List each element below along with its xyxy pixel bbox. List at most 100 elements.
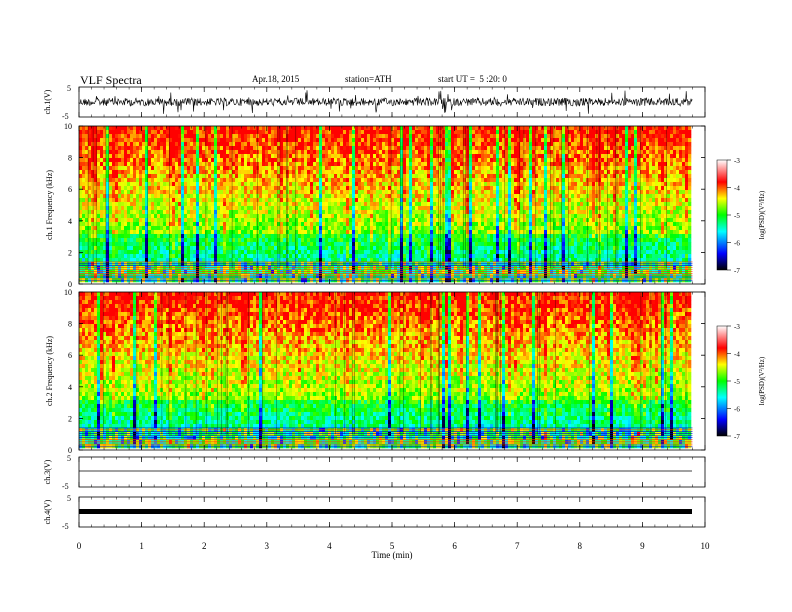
- spec-cell: [79, 246, 83, 251]
- spec-cell: [337, 150, 341, 155]
- spec-cell: [184, 242, 188, 247]
- spec-cell: [301, 270, 305, 275]
- spec-cell: [355, 262, 359, 267]
- spec-cell: [364, 246, 368, 251]
- spec-cell: [436, 158, 440, 163]
- spec-cell: [154, 274, 158, 279]
- spec-cell: [172, 250, 176, 255]
- spec-cell: [247, 162, 251, 167]
- spec-cell: [259, 226, 263, 231]
- spec-cell: [343, 170, 347, 175]
- spec-cell: [271, 130, 275, 135]
- spec-cell: [148, 158, 152, 163]
- spec-cell: [151, 154, 155, 159]
- spec-cell: [265, 154, 269, 159]
- spec-cell: [454, 258, 458, 263]
- spec-cell: [148, 234, 152, 239]
- spec-cell: [277, 210, 281, 215]
- spec-cell: [247, 238, 251, 243]
- spec-cell: [277, 158, 281, 163]
- spec-cell: [442, 226, 446, 231]
- spec-cell: [334, 262, 338, 267]
- spec-cell: [370, 254, 374, 259]
- spec-cell: [184, 246, 188, 251]
- spec-cell: [103, 198, 107, 203]
- spec-cell: [394, 206, 398, 211]
- spec-cell: [445, 166, 449, 171]
- spec-cell: [397, 138, 401, 143]
- spec-cell: [199, 142, 203, 147]
- spec-cell: [295, 234, 299, 239]
- spec-cell: [142, 262, 146, 267]
- spec-cell: [202, 218, 206, 223]
- spec-cell: [223, 182, 227, 187]
- spec-cell: [238, 238, 242, 243]
- spec-cell: [139, 150, 143, 155]
- spec-cell: [121, 258, 125, 263]
- spec-cell: [394, 222, 398, 227]
- spec-cell: [436, 174, 440, 179]
- spec-cell: [133, 174, 137, 179]
- spec-cell: [214, 258, 218, 263]
- spec-cell: [112, 226, 116, 231]
- spec-cell: [331, 182, 335, 187]
- spec-cell: [427, 222, 431, 227]
- spec-cell: [445, 230, 449, 235]
- spec-cell: [184, 234, 188, 239]
- spec-cell: [448, 126, 452, 131]
- spec-cell: [235, 270, 239, 275]
- spec-cell: [169, 158, 173, 163]
- spec-cell: [220, 190, 224, 195]
- spec-cell: [241, 130, 245, 135]
- spec-cell: [223, 134, 227, 139]
- spec-cell: [130, 166, 134, 171]
- spec-cell: [367, 278, 371, 283]
- spec-cell: [133, 146, 137, 151]
- spec-cell: [214, 206, 218, 211]
- spec-cell: [136, 230, 140, 235]
- spec-cell: [217, 190, 221, 195]
- spec-cell: [169, 142, 173, 147]
- spec-cell: [427, 278, 431, 283]
- spec-cell: [127, 206, 131, 211]
- spec-cell: [373, 166, 377, 171]
- spec-cell: [103, 166, 107, 171]
- spec-cell: [121, 162, 125, 167]
- spec-cell: [346, 270, 350, 275]
- spec-cell: [283, 194, 287, 199]
- spec-cell: [91, 274, 95, 279]
- spec-cell: [424, 210, 428, 215]
- spec-cell: [358, 146, 362, 151]
- spec-cell: [253, 258, 257, 263]
- spec-cell: [283, 274, 287, 279]
- spec-cell: [421, 266, 425, 271]
- spec-cell: [214, 202, 218, 207]
- spec-cell: [364, 222, 368, 227]
- spec-cell: [184, 254, 188, 259]
- spec-cell: [148, 266, 152, 271]
- spec-cell: [307, 258, 311, 263]
- spec-cell: [97, 134, 101, 139]
- spec-cell: [328, 246, 332, 251]
- spec-cell: [109, 142, 113, 147]
- spec-cell: [343, 278, 347, 283]
- spec-cell: [397, 158, 401, 163]
- spec-cell: [181, 230, 185, 235]
- spec-cell: [265, 210, 269, 215]
- spec-cell: [115, 210, 119, 215]
- spec-cell: [442, 130, 446, 135]
- spec-cell: [397, 170, 401, 175]
- spec-cell: [166, 238, 170, 243]
- spec-cell: [112, 246, 116, 251]
- spec-cell: [151, 198, 155, 203]
- spec-cell: [310, 242, 314, 247]
- spec-cell: [151, 178, 155, 183]
- spec-cell: [223, 270, 227, 275]
- spec-cell: [157, 134, 161, 139]
- spec-cell: [160, 158, 164, 163]
- spec-cell: [457, 250, 461, 255]
- spec-cell: [304, 202, 308, 207]
- spec-cell: [415, 206, 419, 211]
- spec-cell: [136, 250, 140, 255]
- spec-cell: [145, 238, 149, 243]
